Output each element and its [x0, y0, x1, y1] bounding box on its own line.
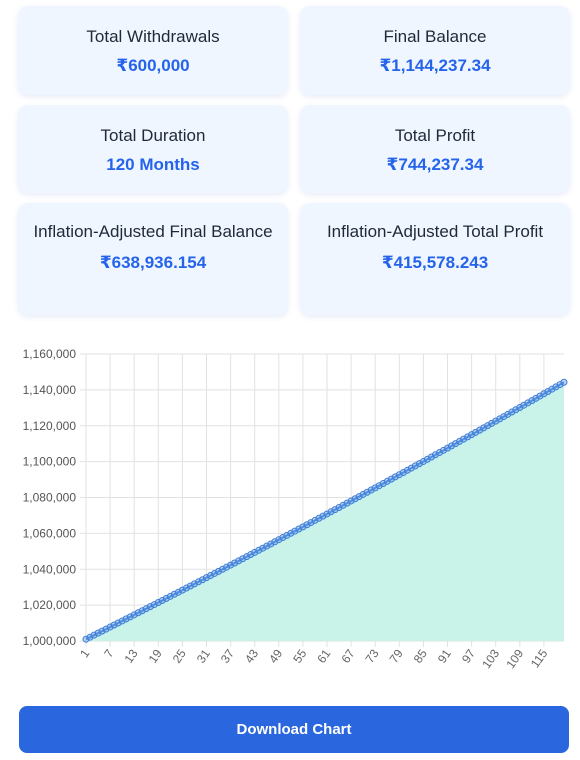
inflation-total-profit-value: ₹415,578.243	[381, 253, 489, 272]
x-tick-label: 19	[146, 646, 165, 665]
x-tick-label: 13	[122, 646, 141, 665]
total-duration-card: Total Duration 120 Months	[18, 105, 288, 193]
x-tick-label: 97	[459, 646, 478, 665]
y-tick-label: 1,120,000	[23, 419, 77, 433]
balance-area-fill	[86, 382, 564, 641]
total-withdrawals-label: Total Withdrawals	[86, 27, 220, 46]
data-point	[560, 378, 568, 386]
y-tick-label: 1,100,000	[23, 455, 77, 469]
x-tick-label: 109	[503, 646, 526, 671]
y-tick-label: 1,020,000	[23, 598, 77, 612]
total-duration-value: 120 Months	[106, 154, 200, 174]
y-axis-tick-labels: 1,000,000 1,020,000 1,040,000 1,060,000 1,08…	[23, 347, 77, 648]
x-tick-label: 103	[479, 646, 502, 671]
balance-area-chart: 1,000,000 1,020,000 1,040,000 1,060,000 1,08…	[23, 347, 568, 671]
x-tick-label: 31	[194, 646, 213, 665]
final-balance-value: ₹1,144,237.34	[379, 56, 491, 75]
balance-series-line	[85, 381, 565, 641]
balance-data-points	[82, 378, 568, 643]
y-tick-label: 1,160,000	[23, 347, 77, 361]
inflation-total-profit-card: Inflation-Adjusted Total Profit ₹415,578…	[300, 203, 570, 315]
total-withdrawals-value: ₹600,000	[116, 56, 190, 75]
x-tick-label: 55	[290, 646, 309, 665]
inflation-final-balance-value: ₹638,936.154	[99, 253, 207, 272]
x-tick-label: 61	[314, 646, 333, 665]
total-profit-card: Total Profit ₹744,237.34	[300, 105, 570, 193]
total-withdrawals-card: Total Withdrawals ₹600,000	[18, 6, 288, 95]
download-chart-button[interactable]: Download Chart	[19, 706, 569, 753]
x-tick-label: 43	[242, 646, 261, 665]
x-tick-label: 73	[363, 646, 382, 665]
total-profit-label: Total Profit	[394, 125, 476, 145]
final-balance-label: Final Balance	[383, 27, 487, 46]
x-tick-label: 37	[218, 646, 237, 665]
x-tick-label: 67	[338, 646, 357, 665]
inflation-final-balance-label: Inflation-Adjusted Final Balance	[33, 222, 273, 241]
total-duration-label: Total Duration	[100, 125, 206, 145]
y-tick-label: 1,080,000	[23, 491, 77, 505]
x-axis-tick-labels: 1 7 13 19 25 31 37 43 49 55 61 67 73 79 85 91 97 103 109 11…	[77, 646, 550, 671]
inflation-final-balance-card: Inflation-Adjusted Final Balance ₹638,93…	[18, 203, 288, 315]
x-tick-label: 115	[528, 646, 551, 670]
x-tick-label: 7	[101, 646, 116, 660]
y-tick-label: 1,000,000	[23, 634, 77, 648]
x-tick-label: 1	[77, 646, 92, 660]
x-tick-label: 91	[435, 646, 454, 665]
summary-cards: Total Withdrawals ₹600,000 Final Balance…	[18, 6, 570, 315]
final-balance-card: Final Balance ₹1,144,237.34	[300, 6, 570, 95]
x-tick-label: 25	[170, 646, 189, 665]
total-profit-value: ₹744,237.34	[386, 154, 484, 174]
x-tick-label: 49	[266, 646, 285, 665]
y-tick-label: 1,140,000	[23, 383, 77, 397]
y-tick-label: 1,060,000	[23, 526, 77, 540]
x-tick-label: 85	[411, 646, 430, 665]
y-tick-label: 1,040,000	[23, 562, 77, 576]
inflation-total-profit-label: Inflation-Adjusted Total Profit	[326, 222, 544, 241]
x-tick-label: 79	[387, 646, 406, 665]
